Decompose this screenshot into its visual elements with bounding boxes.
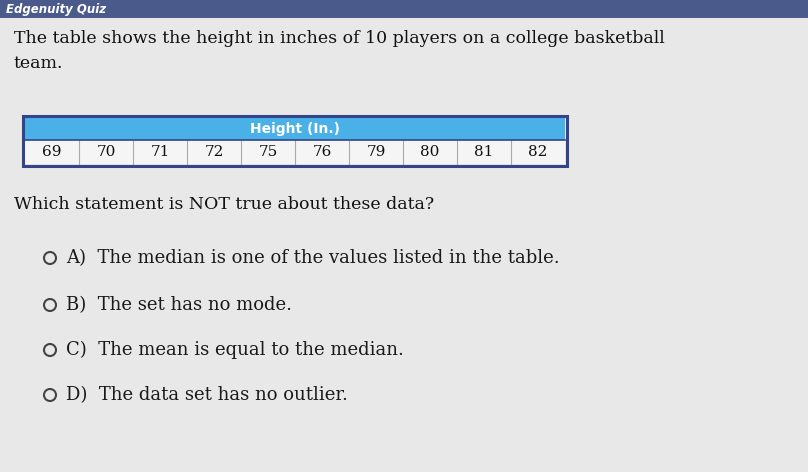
- Text: 79: 79: [366, 145, 385, 159]
- Text: 72: 72: [204, 145, 224, 159]
- Text: 80: 80: [420, 145, 440, 159]
- Text: 81: 81: [474, 145, 494, 159]
- Text: 82: 82: [528, 145, 548, 159]
- Text: 75: 75: [259, 145, 278, 159]
- Text: A)  The median is one of the values listed in the table.: A) The median is one of the values liste…: [66, 249, 560, 267]
- Text: team.: team.: [14, 55, 64, 72]
- Text: The table shows the height in inches of 10 players on a college basketball: The table shows the height in inches of …: [14, 30, 665, 47]
- Bar: [0, 0, 808, 18]
- Text: 69: 69: [42, 145, 61, 159]
- Text: Height (In.): Height (In.): [250, 122, 340, 136]
- Text: D)  The data set has no outlier.: D) The data set has no outlier.: [66, 386, 348, 404]
- Text: C)  The mean is equal to the median.: C) The mean is equal to the median.: [66, 341, 404, 359]
- Text: 70: 70: [96, 145, 116, 159]
- Text: Edgenuity Quiz: Edgenuity Quiz: [6, 2, 106, 16]
- Text: B)  The set has no mode.: B) The set has no mode.: [66, 296, 292, 314]
- Bar: [25, 118, 565, 140]
- Bar: [23, 116, 567, 166]
- Text: 76: 76: [313, 145, 332, 159]
- Text: Which statement is NOT true about these data?: Which statement is NOT true about these …: [14, 196, 434, 213]
- Bar: [25, 140, 565, 164]
- Text: 71: 71: [150, 145, 170, 159]
